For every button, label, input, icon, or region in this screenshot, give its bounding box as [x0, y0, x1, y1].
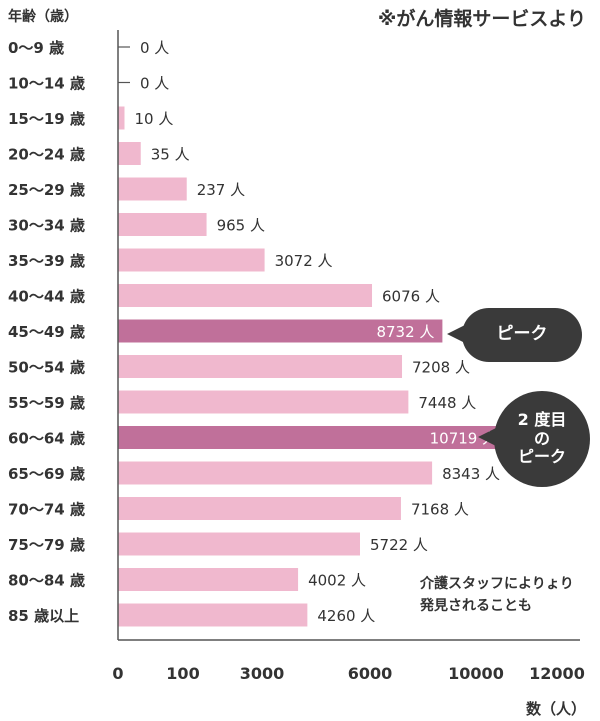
labels-group: 0〜9 歳 0 人 10〜14 歳 0 人 15〜19 歳 10 人 20〜24 歳 35 人…	[8, 39, 500, 625]
value-label: 237 人	[197, 181, 245, 199]
bar	[118, 603, 308, 627]
bar	[118, 142, 141, 165]
bar	[118, 390, 409, 414]
category-label: 20〜24 歳	[8, 146, 85, 164]
caregiver-note: 介護スタッフによりょり 発見されることも	[420, 574, 574, 617]
value-label: 0 人	[140, 75, 169, 93]
second-peak-line-1: 2 度目	[517, 410, 567, 430]
y-axis-title: 年齢（歳）	[8, 9, 78, 25]
caregiver-note-line-2: 発見されることも	[420, 597, 532, 614]
category-label: 85 歳以上	[8, 607, 79, 625]
bar-highlight	[118, 426, 506, 449]
x-tick-label: 10000	[448, 664, 504, 683]
x-tick-label: 6000	[348, 664, 393, 683]
peak-callout: ピーク	[462, 308, 582, 362]
bar	[118, 284, 373, 307]
second-peak-line-2: の	[533, 428, 550, 448]
value-label: 7448 人	[418, 394, 476, 412]
source-note: ※がん情報サービスより	[377, 8, 586, 30]
category-label: 40〜44 歳	[8, 288, 85, 306]
category-label: 60〜64 歳	[8, 430, 85, 448]
bar	[118, 497, 401, 520]
x-tick-label: 100	[166, 664, 199, 683]
x-ticks-group: 0 100 3000 6000 10000 12000	[112, 664, 584, 683]
caregiver-note-line-1: 介護スタッフによりょり	[420, 576, 574, 592]
x-tick-label: 3000	[240, 664, 285, 683]
category-label: 55〜59 歳	[8, 394, 85, 412]
category-label: 30〜34 歳	[8, 217, 85, 235]
x-tick-label: 12000	[529, 664, 585, 683]
bar	[118, 248, 265, 272]
bar	[118, 532, 360, 556]
category-label: 50〜54 歳	[8, 359, 85, 377]
category-label: 15〜19 歳	[8, 110, 85, 128]
value-label: 965 人	[217, 217, 265, 235]
value-label: 10 人	[135, 110, 174, 128]
category-label: 65〜69 歳	[8, 465, 85, 483]
category-label: 25〜29 歳	[8, 181, 85, 199]
value-label: 4260 人	[317, 607, 375, 625]
category-label: 0〜9 歳	[8, 39, 64, 57]
category-label: 70〜74 歳	[8, 501, 85, 519]
value-label: 4002 人	[308, 572, 366, 590]
category-label: 75〜79 歳	[8, 536, 85, 554]
second-peak-callout: 2 度目 の ピーク	[494, 391, 590, 487]
bar	[118, 355, 403, 378]
bar	[118, 461, 433, 485]
value-label: 0 人	[140, 39, 169, 57]
bar	[118, 177, 187, 201]
category-label: 80〜84 歳	[8, 572, 85, 590]
x-axis-title: 数（人）	[525, 700, 586, 718]
second-peak-callout-tail	[478, 427, 498, 447]
bar-highlight	[118, 319, 443, 343]
bar	[118, 568, 299, 591]
category-label: 10〜14 歳	[8, 75, 85, 93]
x-tick-label: 0	[112, 664, 123, 683]
second-peak-line-3: ピーク	[517, 447, 566, 467]
value-label: 3072 人	[275, 252, 333, 270]
category-label: 35〜39 歳	[8, 252, 85, 270]
bar	[118, 213, 207, 236]
bars-group	[118, 46, 506, 627]
bar	[118, 106, 125, 130]
category-label: 45〜49 歳	[8, 323, 85, 341]
value-label: 7208 人	[412, 359, 470, 377]
value-label: 5722 人	[370, 536, 428, 554]
peak-callout-text: ピーク	[496, 324, 548, 345]
value-label: 7168 人	[411, 501, 469, 519]
value-label: 8343 人	[442, 465, 500, 483]
value-label: 35 人	[151, 146, 190, 164]
value-label: 8732 人	[376, 323, 434, 341]
value-label: 6076 人	[382, 288, 440, 306]
